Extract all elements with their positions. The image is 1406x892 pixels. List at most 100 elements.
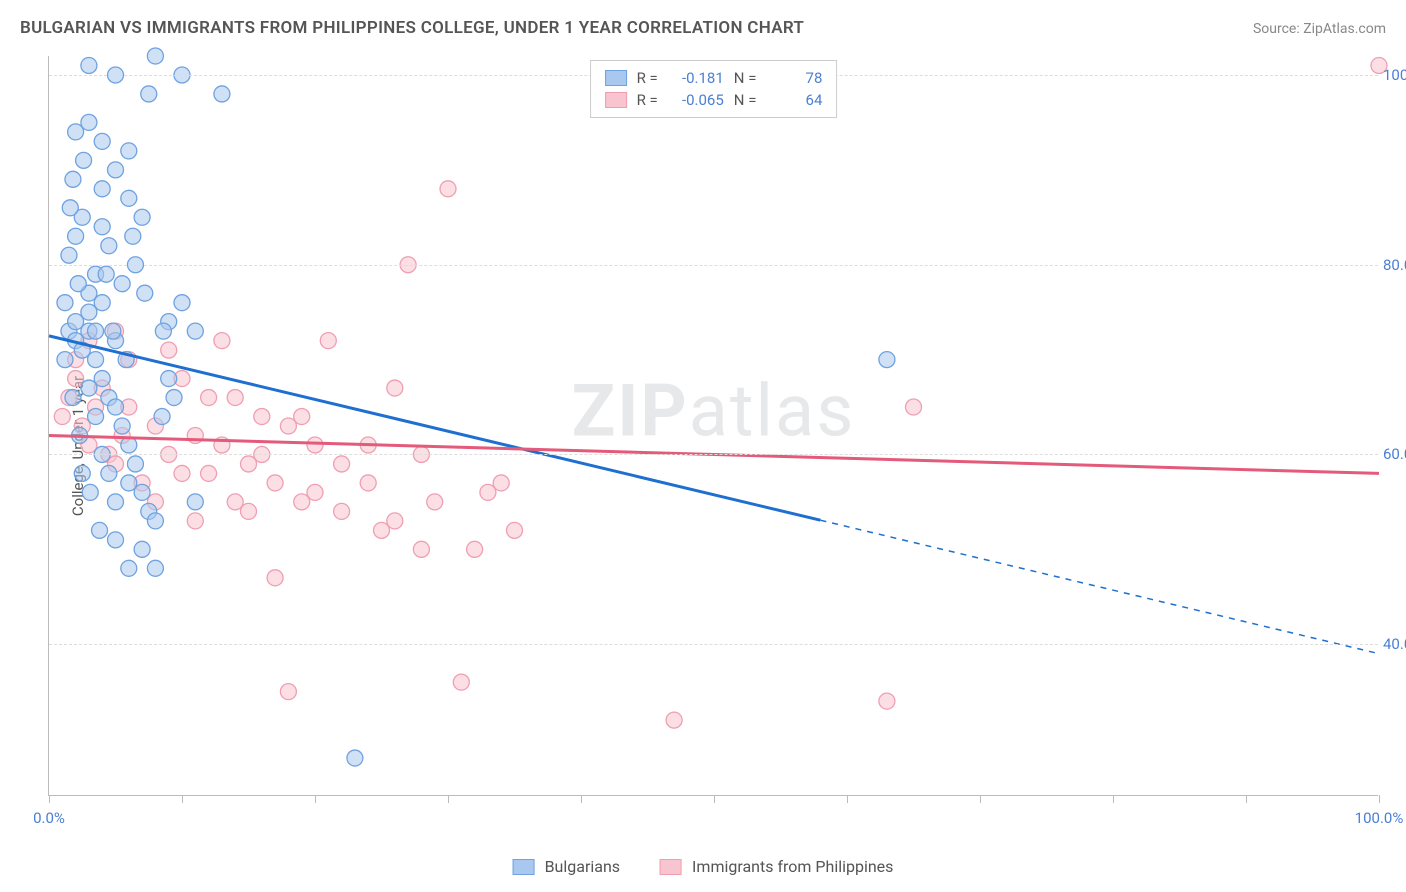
scatter-point	[125, 228, 141, 244]
legend-item-0: Bulgarians	[513, 857, 620, 876]
legend-swatch-1	[605, 92, 627, 108]
scatter-point	[307, 437, 323, 453]
stats-row-0: R = -0.181 N = 78	[605, 67, 823, 89]
r-label: R =	[637, 91, 658, 109]
scatter-point	[320, 333, 336, 349]
scatter-point	[294, 494, 310, 510]
scatter-point	[121, 560, 137, 576]
x-tick	[980, 795, 981, 803]
scatter-point	[114, 418, 130, 434]
x-tick	[182, 795, 183, 803]
scatter-point	[61, 247, 77, 263]
scatter-point	[187, 513, 203, 529]
scatter-point	[101, 465, 117, 481]
legend-label-1: Immigrants from Philippines	[692, 857, 893, 876]
scatter-point	[267, 570, 283, 586]
scatter-point	[241, 456, 257, 472]
scatter-point	[108, 494, 124, 510]
scatter-point	[54, 409, 70, 425]
chart-title: BULGARIAN VS IMMIGRANTS FROM PHILIPPINES…	[20, 18, 804, 38]
n-value-1: 64	[766, 91, 822, 109]
legend-item-1: Immigrants from Philippines	[660, 857, 893, 876]
gridline	[49, 265, 1378, 266]
scatter-point	[387, 513, 403, 529]
r-label: R =	[637, 69, 658, 87]
scatter-point	[121, 190, 137, 206]
scatter-point	[147, 513, 163, 529]
x-tick	[847, 795, 848, 803]
scatter-point	[254, 409, 270, 425]
legend-swatch-bottom-1	[660, 859, 682, 875]
scatter-point	[214, 333, 230, 349]
scatter-point	[108, 399, 124, 415]
scatter-point	[879, 352, 895, 368]
scatter-point	[155, 323, 171, 339]
scatter-point	[88, 409, 104, 425]
scatter-point	[141, 86, 157, 102]
scatter-point	[121, 475, 137, 491]
scatter-point	[76, 152, 92, 168]
scatter-point	[280, 684, 296, 700]
scatter-point	[174, 295, 190, 311]
x-tick	[1113, 795, 1114, 803]
x-tick	[714, 795, 715, 803]
plot-area: ZIPatlas R = -0.181 N = 78 R = -0.065 N …	[48, 56, 1378, 796]
scatter-point	[347, 750, 363, 766]
scatter-point	[94, 295, 110, 311]
scatter-point	[154, 409, 170, 425]
scatter-point	[94, 181, 110, 197]
scatter-point	[493, 475, 509, 491]
scatter-point	[201, 465, 217, 481]
scatter-point	[467, 541, 483, 557]
scatter-point	[82, 484, 98, 500]
scatter-point	[507, 522, 523, 538]
scatter-point	[68, 124, 84, 140]
y-tick-label: 80.0%	[1383, 256, 1406, 274]
scatter-point	[227, 390, 243, 406]
scatter-point	[137, 285, 153, 301]
scatter-point	[413, 541, 429, 557]
scatter-point	[74, 465, 90, 481]
y-tick-label: 100.0%	[1383, 66, 1406, 84]
scatter-point	[166, 390, 182, 406]
x-tick	[1246, 795, 1247, 803]
scatter-point	[187, 494, 203, 510]
x-tick	[581, 795, 582, 803]
scatter-point	[68, 228, 84, 244]
scatter-point	[453, 674, 469, 690]
scatter-point	[127, 456, 143, 472]
scatter-point	[214, 86, 230, 102]
scatter-point	[360, 475, 376, 491]
r-value-1: -0.065	[668, 91, 724, 109]
scatter-point	[65, 171, 81, 187]
title-row: BULGARIAN VS IMMIGRANTS FROM PHILIPPINES…	[20, 18, 1386, 38]
y-tick-label: 40.0%	[1383, 635, 1406, 653]
scatter-point	[227, 494, 243, 510]
scatter-point	[201, 390, 217, 406]
y-tick-label: 60.0%	[1383, 445, 1406, 463]
scatter-point	[879, 693, 895, 709]
x-tick	[315, 795, 316, 803]
x-tick	[49, 795, 50, 803]
scatter-point	[94, 133, 110, 149]
scatter-point	[101, 238, 117, 254]
x-tick-label: 0.0%	[33, 809, 65, 827]
scatter-point	[174, 465, 190, 481]
n-label: N =	[734, 91, 757, 109]
regression-line-extrapolated	[820, 520, 1379, 653]
scatter-point	[114, 276, 130, 292]
gridline	[49, 454, 1378, 455]
scatter-point	[57, 352, 73, 368]
scatter-point	[65, 390, 81, 406]
scatter-point	[440, 181, 456, 197]
scatter-point	[666, 712, 682, 728]
source-label: Source: ZipAtlas.com	[1253, 21, 1386, 37]
scatter-point	[62, 200, 78, 216]
n-label: N =	[734, 69, 757, 87]
legend-swatch-0	[605, 70, 627, 86]
scatter-point	[387, 380, 403, 396]
x-tick-label: 100.0%	[1355, 809, 1404, 827]
n-value-0: 78	[766, 69, 822, 87]
gridline	[49, 644, 1378, 645]
scatter-point	[81, 380, 97, 396]
